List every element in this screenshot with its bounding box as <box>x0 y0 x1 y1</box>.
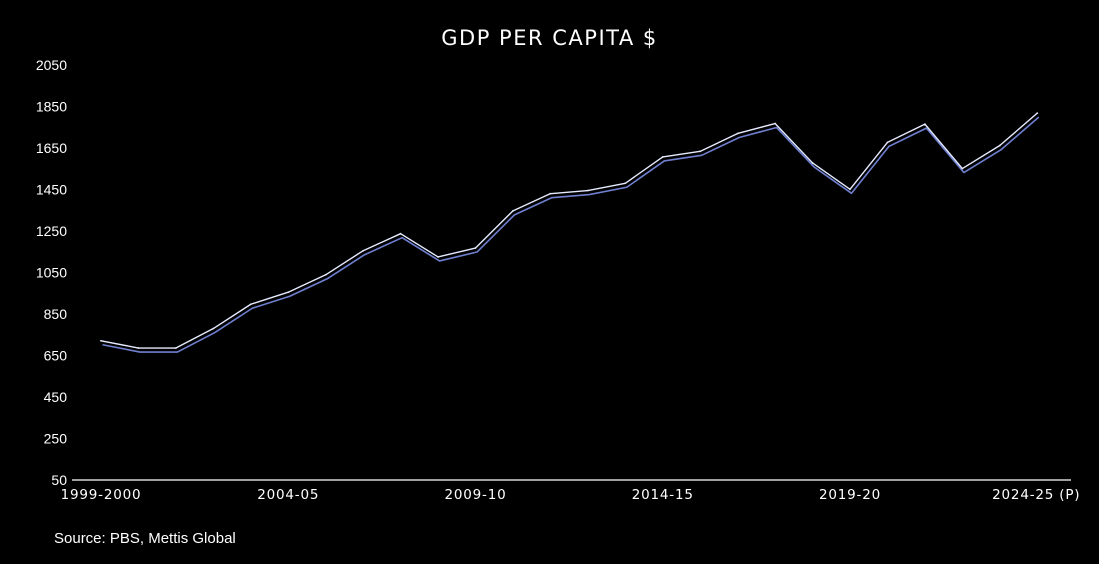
y-tick-label: 1850 <box>36 99 67 115</box>
data-point <box>774 122 776 125</box>
x-tick-label: 2024-25 (P) <box>992 487 1080 503</box>
data-point <box>249 303 252 306</box>
data-point <box>924 123 926 126</box>
data-point <box>100 339 102 342</box>
data-point <box>736 132 739 135</box>
data-point <box>624 182 627 185</box>
data-point <box>474 247 477 249</box>
data-point <box>961 167 964 170</box>
x-tick-label: 2009-10 <box>444 487 506 503</box>
data-point <box>549 192 552 195</box>
x-axis-labels: 1999-2000 2004-05 2009-10 2014-15 2019-20 202… <box>61 487 1080 503</box>
data-point <box>512 209 514 212</box>
y-tick-label: 1050 <box>36 265 67 281</box>
data-point <box>699 150 702 153</box>
data-point <box>399 232 402 235</box>
x-tick-label: 2014-15 <box>632 487 694 503</box>
drop-lines <box>100 113 1038 480</box>
y-axis-labels: 2050 1850 1650 1450 1250 1050 850 650 450 250 50 <box>36 57 67 488</box>
data-point <box>586 189 589 192</box>
data-point <box>886 141 889 144</box>
data-point <box>175 347 177 349</box>
data-point <box>811 162 814 164</box>
data-point <box>1036 112 1039 115</box>
data-point <box>849 188 851 191</box>
data-point <box>661 156 664 158</box>
data-point <box>287 291 290 294</box>
y-tick-label: 50 <box>51 472 67 488</box>
data-point <box>362 249 365 252</box>
series-line-group <box>100 112 1040 353</box>
y-tick-label: 450 <box>44 389 68 405</box>
y-tick-label: 1650 <box>36 140 67 156</box>
y-tick-label: 250 <box>44 431 68 447</box>
source-note: Source: PBS, Mettis Global <box>54 530 236 547</box>
x-tick-label: 2004-05 <box>257 487 319 503</box>
chart-title: GDP PER CAPITA $ <box>441 26 658 50</box>
y-tick-label: 2050 <box>36 57 67 73</box>
data-point <box>324 273 327 276</box>
series-line <box>100 112 1038 349</box>
y-tick-label: 1450 <box>36 182 67 198</box>
y-tick-label: 1250 <box>36 223 67 239</box>
y-tick-label: 850 <box>44 306 68 322</box>
data-point <box>437 256 439 258</box>
x-tick-label: 2019-20 <box>819 487 881 503</box>
y-tick-label: 650 <box>44 348 68 364</box>
data-point <box>137 347 140 349</box>
data-point <box>212 327 215 330</box>
data-point <box>998 144 1001 147</box>
x-tick-label: 1999-2000 <box>61 487 142 503</box>
series-line-shadow <box>102 116 1040 353</box>
